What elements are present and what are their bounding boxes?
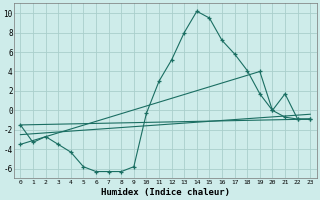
X-axis label: Humidex (Indice chaleur): Humidex (Indice chaleur) [101,188,230,197]
